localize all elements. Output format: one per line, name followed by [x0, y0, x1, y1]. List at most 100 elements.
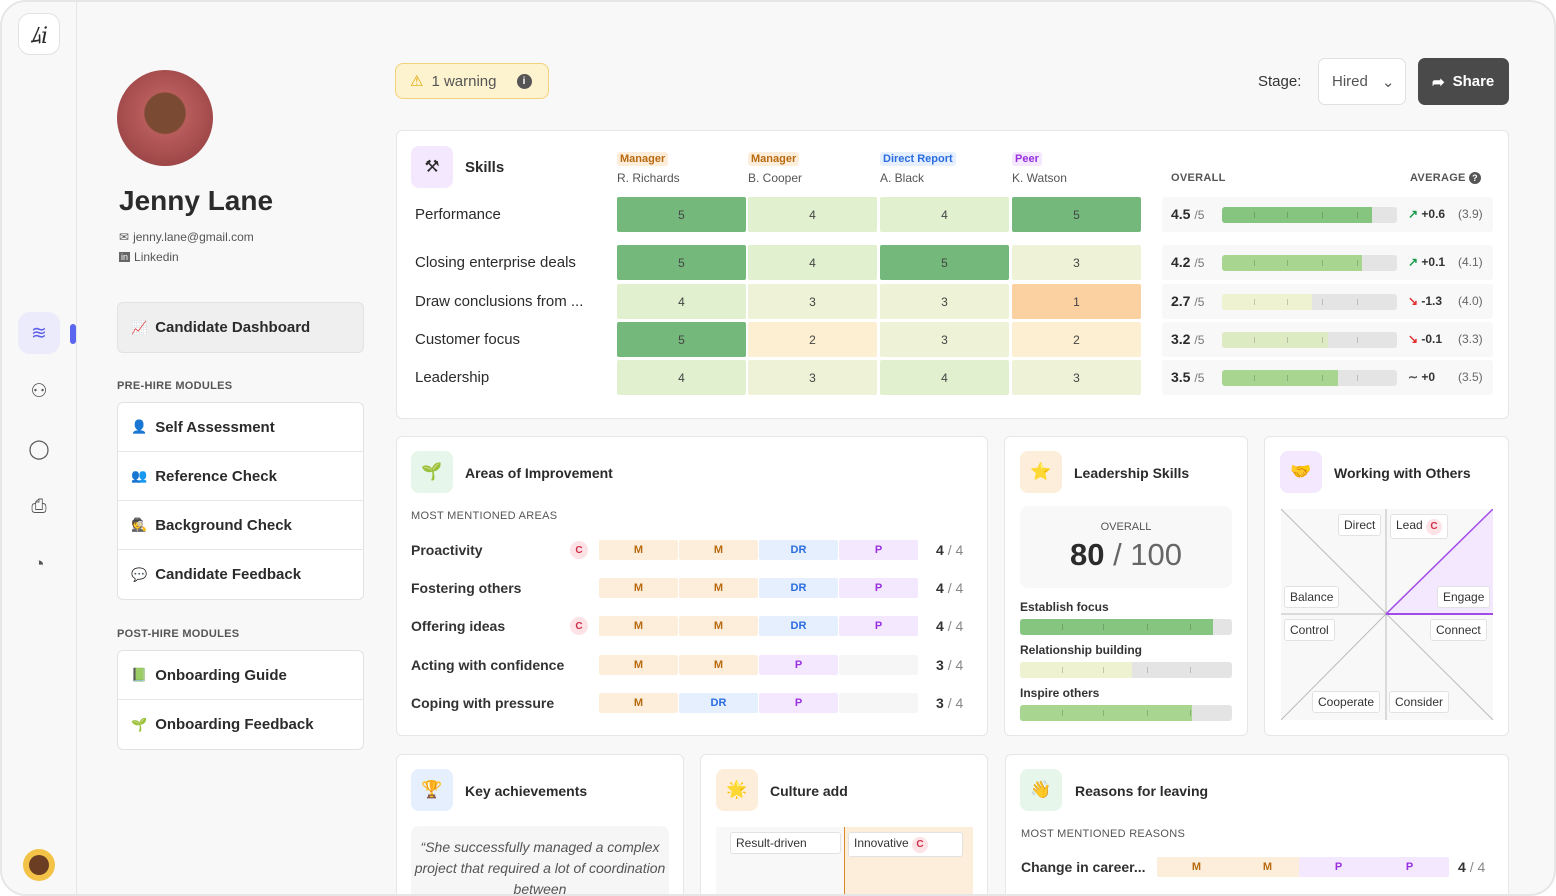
rater-tag-m: M	[679, 540, 758, 560]
leadership-bar-fill	[1020, 662, 1133, 678]
sparkle-icon: 🌟	[716, 769, 758, 811]
info-icon: i	[516, 73, 532, 89]
rater-tag-m: M	[1228, 857, 1307, 877]
score-cell[interactable]: 3	[1012, 245, 1141, 280]
module-onboarding-feedback[interactable]: 🌱 Onboarding Feedback	[131, 716, 314, 733]
culture-title: Culture add	[770, 783, 848, 799]
stage-select[interactable]: Hired ⌄	[1318, 58, 1406, 105]
module-icon: 🌱	[131, 716, 148, 732]
layers-icon: ≋	[31, 322, 47, 344]
score-cell[interactable]: 4	[880, 197, 1009, 232]
rail-profile-button[interactable]: ⚇	[18, 370, 60, 412]
area-label: Proactivity	[411, 542, 483, 558]
bar-tick	[1253, 337, 1255, 343]
rater-tag-m: M	[679, 578, 758, 599]
score-cell[interactable]: 2	[1012, 322, 1141, 357]
module-self-assessment[interactable]: 👤 Self Assessment	[118, 403, 363, 452]
overall-row: 2.7 /5 ↘ -1.3 (4.0)	[1162, 284, 1493, 319]
module-reference-check[interactable]: 👥 Reference Check	[118, 452, 363, 501]
email-link[interactable]: ✉ jenny.lane@gmail.com	[119, 230, 254, 244]
bar-tick	[1356, 375, 1358, 381]
score-cell[interactable]: 4	[880, 360, 1009, 395]
score-cell[interactable]: 4	[617, 284, 746, 319]
rater-role-tag: Direct Report	[880, 152, 956, 166]
rater-tag-m: M	[679, 654, 758, 675]
empty-slot	[839, 692, 918, 713]
module-onboarding-guide[interactable]: 📗 Onboarding Guide	[118, 651, 363, 700]
share-icon: ➦	[1432, 73, 1445, 91]
score-cell[interactable]: 2	[748, 322, 877, 357]
rater-tag-m: M	[599, 654, 678, 675]
overall-bar	[1222, 255, 1397, 271]
rail-inbox-button[interactable]: ⎙	[18, 486, 60, 528]
linkedin-link[interactable]: in Linkedin	[119, 250, 179, 264]
rater-column-header: Peer K. Watson	[1012, 149, 1067, 185]
score-cell[interactable]: 3	[880, 284, 1009, 319]
score-cell[interactable]: 1	[1012, 284, 1141, 319]
tools-icon: ⚒	[411, 146, 453, 188]
score-cell[interactable]: 4	[617, 360, 746, 395]
overall-bar	[1222, 294, 1397, 310]
skill-label: Performance	[415, 206, 501, 223]
leadership-bar-fill	[1020, 619, 1213, 635]
module-icon: 📗	[131, 667, 148, 682]
post-hire-heading: POST-HIRE MODULES	[117, 628, 240, 640]
trend-up-icon: ↗	[1408, 255, 1422, 269]
score-cell[interactable]: 3	[1012, 360, 1141, 395]
module-candidate-feedback[interactable]: 💬 Candidate Feedback	[131, 566, 302, 583]
trend-flat-icon: ∼	[1408, 370, 1422, 384]
score-cell[interactable]: 3	[748, 360, 877, 395]
overall-score: 4.5 /5	[1171, 206, 1205, 222]
improvement-subtitle: MOST MENTIONED AREAS	[411, 510, 558, 522]
rater-tag-p: P	[839, 578, 918, 599]
rater-name: K. Watson	[1012, 171, 1067, 185]
score-cell[interactable]: 5	[617, 197, 746, 232]
bar-tick	[1253, 299, 1255, 305]
rail-reports-button[interactable]: ◔	[18, 544, 60, 586]
mention-count: 3 / 4	[936, 694, 964, 711]
candidate-dashboard-button[interactable]: 📈 Candidate Dashboard	[117, 302, 364, 353]
empty-slot	[839, 654, 918, 675]
score-cell[interactable]: 5	[880, 245, 1009, 280]
star-icon: ⭐	[1020, 451, 1062, 493]
pre-hire-heading: PRE-HIRE MODULES	[117, 380, 233, 392]
score-cell[interactable]: 5	[617, 322, 746, 357]
score-cell[interactable]: 3	[880, 322, 1009, 357]
overall-bar-fill	[1222, 294, 1312, 310]
app-logo[interactable]: ﾑi	[18, 13, 60, 55]
rail-modules-button[interactable]: ≋	[18, 312, 60, 354]
linkedin-icon: in	[119, 252, 131, 262]
warning-badge[interactable]: ⚠ 1 warning i	[395, 63, 549, 99]
score-cell[interactable]: 5	[1012, 197, 1141, 232]
overall-row: 3.2 /5 ↘ -0.1 (3.3)	[1162, 322, 1493, 357]
bar-tick	[1321, 260, 1323, 266]
score-cell[interactable]: 4	[748, 197, 877, 232]
average-value: (3.3)	[1458, 332, 1483, 346]
score-cell[interactable]: 3	[748, 284, 877, 319]
help-icon[interactable]: ?	[1469, 172, 1482, 184]
rater-tag-p: P	[839, 540, 918, 560]
bar-tick	[1253, 212, 1255, 218]
wave-icon: 👋	[1020, 769, 1062, 811]
bar-tick	[1147, 667, 1149, 673]
rail-messages-button[interactable]: ◯	[18, 428, 60, 470]
bar-tick	[1321, 212, 1323, 218]
module-background-check[interactable]: 🕵 Background Check	[118, 501, 363, 550]
score-cell[interactable]: 5	[617, 245, 746, 280]
score-cell[interactable]: 4	[748, 245, 877, 280]
user-avatar[interactable]	[23, 849, 55, 881]
leadership-bar-fill	[1020, 705, 1192, 721]
average-heading: AVERAGE ?	[1410, 172, 1482, 184]
rater-column-header: Manager B. Cooper	[748, 149, 802, 185]
leadership-bar-label: Establish focus	[1020, 600, 1109, 614]
share-button[interactable]: ➦ Share	[1418, 58, 1509, 105]
leadership-bar-label: Inspire others	[1020, 686, 1100, 700]
rater-name: B. Cooper	[748, 171, 803, 185]
mention-count: 4 / 4	[936, 618, 964, 635]
overall-score: 4.2 /5	[1171, 254, 1205, 270]
mail-icon: ✉	[119, 230, 130, 244]
leadership-title: Leadership Skills	[1074, 465, 1190, 481]
leadership-bar	[1020, 662, 1232, 678]
rater-tag-p: P	[1370, 857, 1449, 877]
area-label: Coping with pressure	[411, 694, 555, 711]
